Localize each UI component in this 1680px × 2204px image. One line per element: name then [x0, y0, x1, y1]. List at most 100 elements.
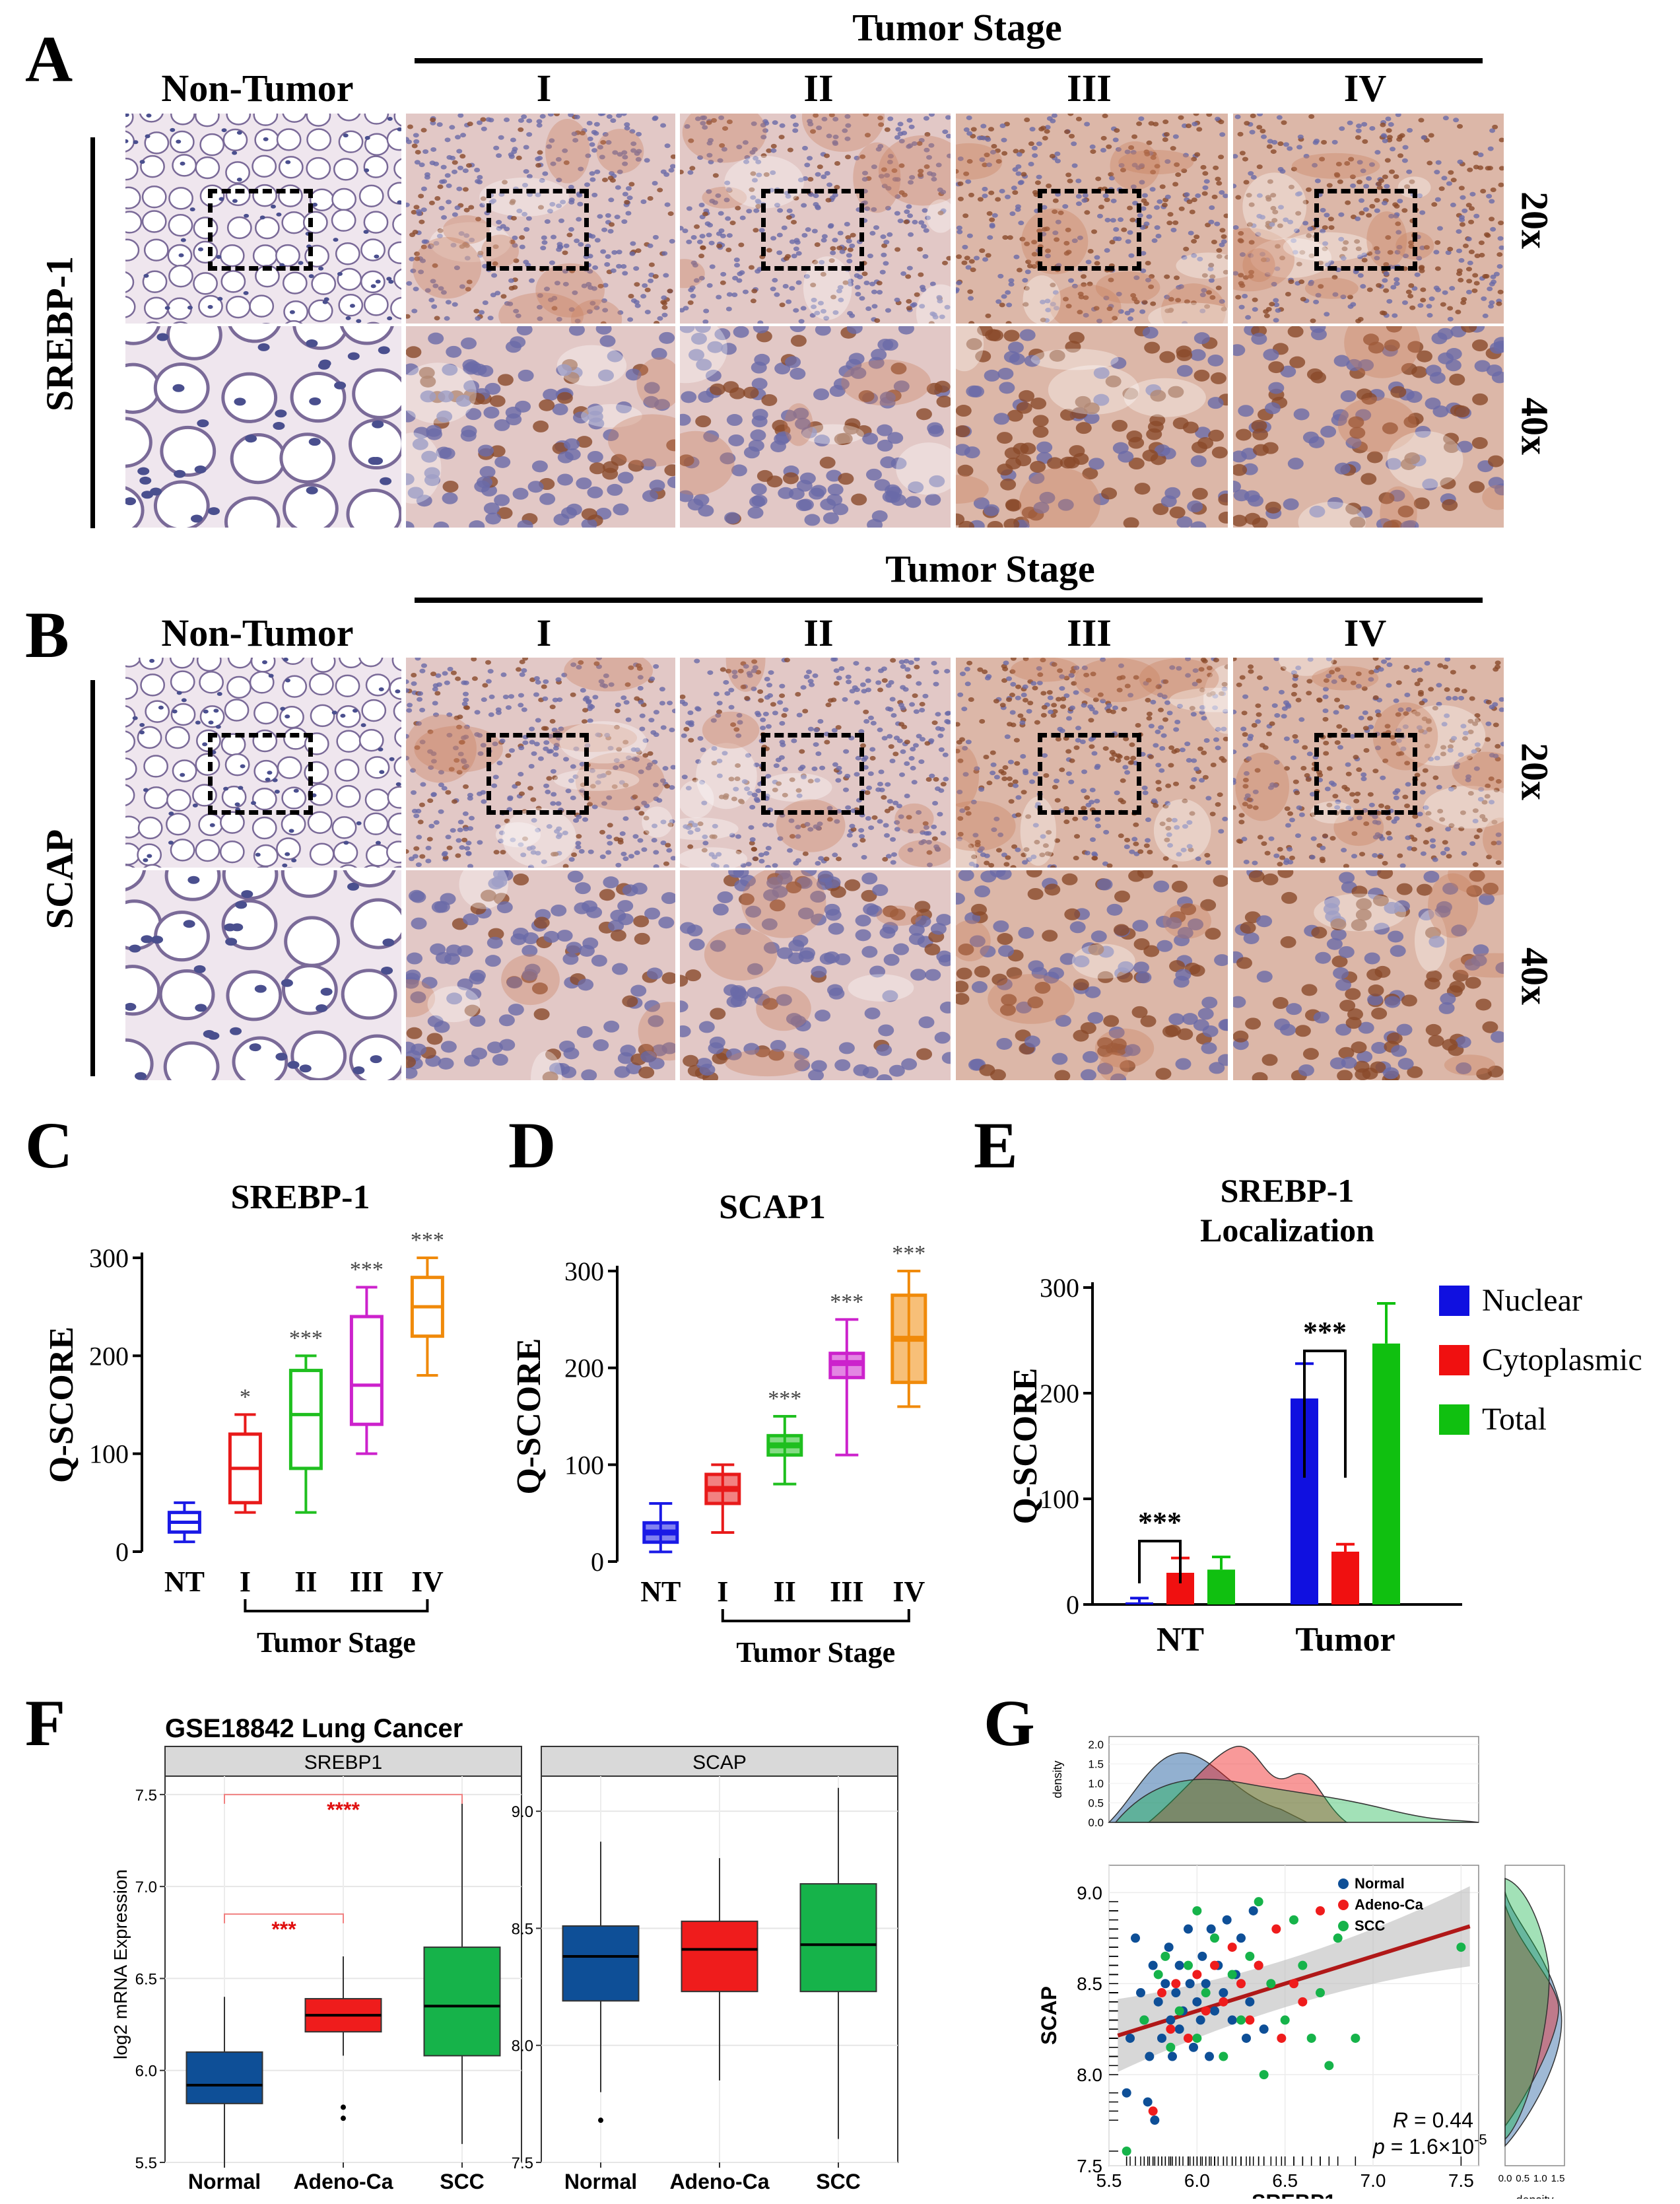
nucleus [1490, 187, 1496, 192]
nucleus [1469, 841, 1476, 846]
nucleus [1268, 382, 1285, 394]
alveolus [170, 703, 196, 726]
nucleus [1316, 698, 1323, 703]
nucleus [1102, 193, 1109, 199]
nucleus [1170, 146, 1176, 151]
nucleus [1378, 667, 1384, 672]
nucleus [381, 966, 393, 975]
nucleus [1031, 967, 1048, 979]
nucleus [962, 244, 968, 250]
nucleus [844, 221, 850, 226]
alveolus [311, 272, 337, 295]
nucleus [513, 874, 529, 886]
nucleus [1345, 771, 1352, 776]
nucleus [240, 764, 246, 769]
nucleus [984, 369, 1000, 382]
nucleus [747, 963, 763, 975]
nucleus [442, 480, 459, 493]
nucleus [982, 669, 988, 674]
nucleus [414, 745, 420, 750]
nucleus [488, 712, 494, 717]
nucleus [1196, 127, 1203, 132]
nucleus [576, 477, 592, 490]
nucleus [1081, 282, 1087, 287]
nucleus [1175, 298, 1182, 303]
nucleus [1008, 278, 1015, 283]
nucleus [1129, 849, 1135, 854]
nucleus [753, 326, 769, 333]
nucleus [1018, 221, 1025, 226]
nucleus [1013, 254, 1020, 259]
alveolus [219, 840, 245, 864]
nucleus [512, 235, 518, 240]
nucleus [1044, 883, 1061, 896]
nucleus [1280, 365, 1296, 378]
nucleus [1372, 658, 1379, 661]
nucleus [716, 773, 723, 778]
nucleus [1309, 505, 1326, 518]
alveolus [333, 841, 358, 864]
nucleus [262, 660, 268, 665]
nucleus [413, 205, 420, 210]
nucleus [508, 694, 515, 699]
nucleus [919, 708, 925, 713]
nucleus [784, 658, 790, 663]
nucleus [635, 248, 642, 254]
nucleus [908, 481, 924, 494]
nucleus [192, 803, 198, 808]
nucleus [928, 114, 935, 117]
nucleus [613, 503, 629, 516]
nucleus [701, 800, 708, 806]
nucleus [1218, 691, 1225, 697]
nucleus [508, 1004, 524, 1016]
nucleus [1128, 308, 1135, 313]
nucleus [723, 984, 740, 996]
nucleus [1287, 458, 1304, 470]
alveolus [389, 677, 401, 701]
nucleus [1385, 116, 1392, 121]
nucleus [863, 903, 879, 916]
nucleus [1256, 164, 1263, 170]
nucleus [845, 235, 852, 240]
stroma [756, 986, 811, 1031]
alveolus [143, 755, 169, 778]
nucleus [931, 836, 938, 841]
nucleus [830, 697, 837, 703]
nucleus [587, 410, 603, 423]
nucleus [581, 518, 597, 528]
nucleus [766, 683, 772, 688]
nucleus [1264, 272, 1271, 277]
nucleus [465, 988, 482, 1000]
nucleus [395, 782, 401, 786]
alveolus [125, 417, 152, 468]
nucleus [1015, 812, 1022, 817]
nucleus [1471, 339, 1488, 352]
nucleus [680, 413, 691, 426]
nucleus [875, 680, 882, 685]
alveolus [167, 297, 193, 320]
nucleus [751, 483, 767, 495]
zoom-region-box [1038, 733, 1141, 815]
nucleus [568, 857, 575, 862]
nucleus [851, 493, 867, 506]
nucleus [1191, 238, 1197, 244]
nucleus [419, 668, 426, 673]
nucleus [815, 326, 831, 336]
nucleus [1314, 178, 1321, 184]
stroma [878, 135, 951, 206]
nucleus [1292, 683, 1298, 688]
nucleus [894, 827, 900, 832]
alveolus [221, 899, 278, 951]
nucleus [606, 834, 613, 839]
nucleus [630, 148, 637, 153]
nucleus [1498, 182, 1504, 188]
alveolus [170, 839, 195, 862]
nucleus [971, 854, 978, 860]
nucleus [588, 849, 594, 854]
nucleus [694, 326, 711, 333]
nucleus [180, 238, 186, 242]
nucleus [906, 674, 912, 679]
nucleus [1363, 748, 1370, 753]
nucleus [891, 168, 898, 173]
nucleus [925, 215, 931, 221]
